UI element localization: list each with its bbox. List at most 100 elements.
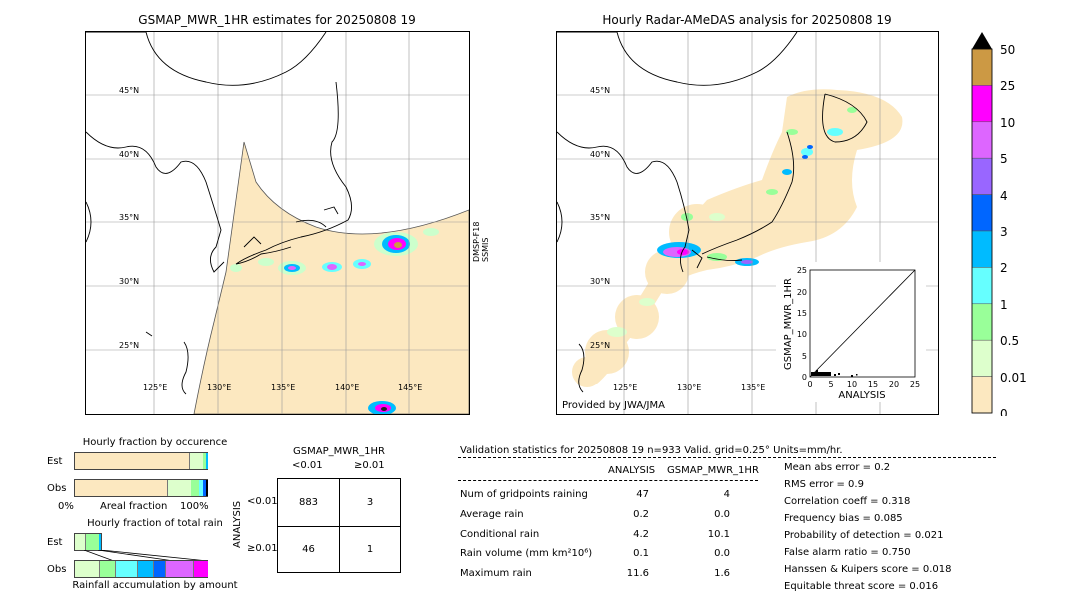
score-line: Frequency bias = 0.085 — [784, 513, 903, 524]
row-label-obs: Obs — [47, 483, 67, 494]
lat-label: 45°N — [119, 86, 139, 95]
contingency-grid: 883 3 46 1 — [277, 478, 401, 573]
provider-credit: Provided by JWA/JMA — [562, 400, 665, 411]
stat-analysis-value: 4.2 — [633, 529, 649, 540]
x-tick: 10 — [847, 380, 857, 389]
stat-gsmap-value: 0.0 — [714, 509, 730, 520]
colorbar-label: 0.5 — [1000, 334, 1019, 348]
lon-label: 140°E — [335, 383, 359, 392]
lat-label: 40°N — [590, 150, 610, 159]
y-tick: 20 — [797, 288, 807, 297]
total-rain-obs-bar — [74, 560, 208, 578]
total-rain-footer: Rainfall accumulation by amount — [72, 580, 238, 591]
stat-analysis-value: 11.6 — [626, 568, 649, 579]
rain-overlay — [607, 107, 857, 337]
axis-left-label: 0% — [58, 501, 74, 512]
left-map-canvas: 45°N 40°N 35°N 30°N 25°N 125°E 130°E 135… — [86, 32, 469, 414]
stat-analysis-value: 0.2 — [633, 509, 649, 520]
col-analysis-header: ANALYSIS — [608, 465, 656, 476]
validation-header: Validation statistics for 20250808 19 n=… — [460, 445, 843, 456]
lon-label: 130°E — [677, 383, 701, 392]
row-label-est: Est — [47, 456, 63, 467]
colorbar-label: 50 — [1000, 43, 1015, 57]
contingency-title: GSMAP_MWR_1HR — [293, 446, 385, 457]
lat-label: 25°N — [119, 341, 139, 350]
stat-row-label: Rain volume (mm km²10⁶) — [460, 548, 593, 559]
contingency-cell: 46 — [302, 544, 315, 555]
lon-label: 135°E — [271, 383, 295, 392]
validation-divider — [458, 457, 996, 458]
x-tick: 20 — [889, 380, 899, 389]
y-tick: 5 — [802, 352, 807, 361]
lat-label: 30°N — [119, 277, 139, 286]
colorbar-segment — [971, 194, 993, 232]
colorbar-label: 25 — [1000, 79, 1015, 93]
coastline — [86, 32, 352, 395]
colorbar-segment — [971, 303, 993, 341]
y-tick: 0 — [802, 373, 807, 382]
colorbar-label: 3 — [1000, 225, 1008, 239]
lat-label: 25°N — [590, 341, 610, 350]
x-tick: 5 — [828, 380, 833, 389]
left-map: 45°N 40°N 35°N 30°N 25°N 125°E 130°E 135… — [85, 31, 470, 415]
colorbar-segment — [971, 230, 993, 268]
col-gsmap-header: GSMAP_MWR_1HR — [667, 465, 759, 476]
occurrence-obs-bar — [74, 479, 208, 497]
row-label-est: Est — [47, 537, 63, 548]
stat-analysis-value: 47 — [636, 489, 649, 500]
contingency-row-label: ≥0.01 — [247, 543, 278, 554]
x-tick: 0 — [807, 380, 812, 389]
colorbar-label: 2 — [1000, 261, 1008, 275]
stat-gsmap-value: 0.0 — [714, 548, 730, 559]
colorbar-segment — [971, 121, 993, 159]
scatter-canvas: 0 5 10 15 20 25 0 5 10 15 20 25 ANALYSIS… — [783, 266, 920, 401]
y-tick: 25 — [797, 266, 807, 275]
lon-label: 125°E — [143, 383, 167, 392]
stat-gsmap-value: 10.1 — [707, 529, 730, 540]
stat-gsmap-value: 4 — [723, 489, 730, 500]
total-rain-title: Hourly fraction of total rain — [87, 518, 223, 529]
stat-gsmap-value: 1.6 — [714, 568, 730, 579]
scatter-xlabel: ANALYSIS — [838, 390, 885, 401]
lon-label: 130°E — [207, 383, 231, 392]
axis-mid-label: Areal fraction — [100, 501, 168, 512]
contingency-row-label: <0.01 — [247, 496, 278, 507]
colorbar-label: 5 — [1000, 152, 1008, 166]
stat-row-label: Maximum rain — [460, 568, 532, 579]
occurrence-est-bar — [74, 452, 208, 470]
axis-right-label: 100% — [180, 501, 209, 512]
total-rain-est-bar — [74, 533, 102, 551]
y-tick: 10 — [797, 330, 807, 339]
sensor-label: DMSP-F18 SSMIS — [472, 221, 490, 262]
occurrence-title: Hourly fraction by occurence — [82, 437, 228, 448]
lon-label: 125°E — [613, 383, 637, 392]
lat-label: 35°N — [119, 213, 139, 222]
coastline — [557, 32, 868, 393]
colorbar-label: 0 — [1000, 407, 1008, 416]
right-map-title: Hourly Radar-AMeDAS analysis for 2025080… — [602, 13, 892, 27]
contingency-col-label: <0.01 — [292, 460, 323, 471]
row-label-obs: Obs — [47, 564, 67, 575]
score-line: Mean abs error = 0.2 — [784, 462, 891, 473]
analysis-domain — [572, 89, 903, 387]
contingency-row-axis: ANALYSIS — [232, 500, 243, 548]
stat-row-label: Conditional rain — [460, 529, 540, 540]
contingency-col-label: ≥0.01 — [354, 460, 385, 471]
score-line: Hanssen & Kuipers score = 0.018 — [784, 564, 952, 575]
score-line: Equitable threat score = 0.016 — [784, 581, 939, 592]
colorbar-segment — [971, 85, 993, 123]
colorbar-segment — [971, 48, 993, 86]
lat-label: 30°N — [590, 277, 610, 286]
colorbar-segment — [971, 157, 993, 195]
contingency-cell: 3 — [366, 497, 374, 508]
colorbar-segment — [971, 339, 993, 377]
right-map-canvas: 45°N 40°N 35°N 30°N 25°N 125°E 130°E 135… — [557, 32, 938, 414]
contingency-cell: 883 — [298, 497, 319, 508]
y-tick: 15 — [797, 309, 807, 318]
stat-analysis-value: 0.1 — [633, 548, 649, 559]
left-map-title: GSMAP_MWR_1HR estimates for 20250808 19 — [138, 13, 416, 27]
score-line: False alarm ratio = 0.750 — [784, 547, 911, 558]
lat-label: 45°N — [590, 86, 610, 95]
score-line: Correlation coeff = 0.318 — [784, 496, 911, 507]
total-rain-connector — [83, 550, 209, 562]
